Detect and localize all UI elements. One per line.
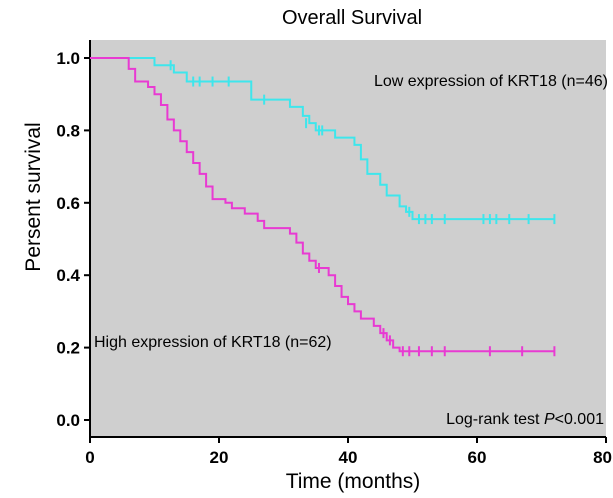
- annotation-high-expression: High expression of KRT18 (n=62): [94, 334, 332, 351]
- x-tick-label: 20: [210, 448, 229, 467]
- y-tick-label: 0.8: [56, 121, 80, 140]
- survival-step-line: [90, 57, 555, 221]
- log-rank-label: Log-rank test: [446, 411, 544, 428]
- x-axis-ticks: 0 20 40 60 80: [85, 437, 612, 467]
- log-rank-p-value: <0.001: [555, 411, 604, 428]
- y-tick-label: 0.6: [56, 194, 80, 213]
- y-tick-label: 1.0: [56, 49, 80, 68]
- log-rank-annotation: Log-rank test P<0.001: [446, 411, 604, 428]
- x-tick-label: 40: [339, 448, 358, 467]
- chart-title: Overall Survival: [282, 7, 422, 29]
- y-tick-label: 0.4: [56, 266, 80, 285]
- y-axis-ticks: 0.0 0.2 0.4 0.6 0.8 1.0: [56, 49, 90, 430]
- y-tick-label: 0.2: [56, 339, 80, 358]
- series-layer: [90, 57, 556, 357]
- series-low-expression: [90, 57, 556, 225]
- x-tick-label: 0: [85, 448, 94, 467]
- x-tick-label: 80: [593, 448, 612, 467]
- annotation-low-expression: Low expression of KRT18 (n=46): [374, 73, 608, 90]
- x-axis-title: Time (months): [286, 470, 421, 493]
- plot-area: [90, 40, 606, 437]
- log-rank-p-symbol: P: [544, 411, 555, 428]
- y-tick-label: 0.0: [56, 411, 80, 430]
- survival-step-line: [90, 57, 555, 353]
- x-tick-label: 60: [468, 448, 487, 467]
- series-high-expression: [90, 57, 556, 357]
- y-axis-title: Persent survival: [22, 122, 45, 271]
